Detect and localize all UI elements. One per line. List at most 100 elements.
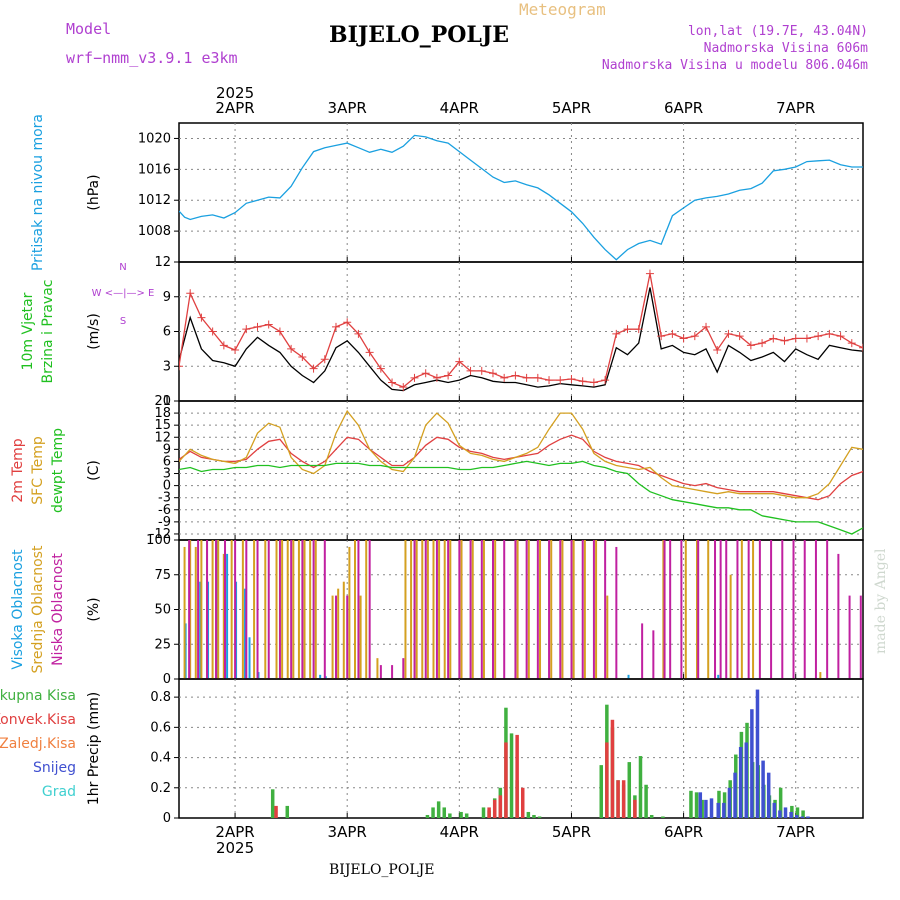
panel-side-label: Srednja Oblacnost	[30, 545, 46, 673]
bar-precip-0	[537, 816, 542, 818]
gust-marker	[298, 352, 307, 361]
gust-marker	[645, 269, 654, 278]
bar-precip-0	[795, 807, 800, 818]
bar-cloud-1	[595, 540, 598, 679]
bar-cloud-1	[482, 540, 485, 679]
bar-precip-3	[794, 814, 799, 818]
gust-marker	[354, 329, 363, 338]
bar-precip-0	[627, 762, 632, 818]
gust-marker	[802, 334, 811, 343]
gust-marker	[511, 371, 520, 380]
gust-marker	[825, 329, 834, 338]
gust-marker	[242, 325, 251, 334]
gust-marker	[466, 366, 475, 375]
gust-marker	[758, 339, 767, 348]
wind-direction-s: S	[120, 316, 126, 327]
footer-station: BIJELO_POLJE	[329, 862, 435, 878]
bar-cloud-1	[819, 672, 822, 679]
panel-cloud	[174, 539, 864, 680]
station-title: BIJELO_POLJE	[329, 22, 510, 48]
bar-precip-0	[448, 813, 452, 818]
bar-cloud-0	[627, 674, 630, 679]
bar-cloud-1	[183, 546, 186, 679]
bar-cloud-1	[438, 540, 441, 679]
y-tick-label: 100	[146, 533, 171, 548]
bottom-day-label: 3APR	[328, 823, 367, 841]
bar-precip-1	[610, 719, 615, 818]
gust-marker	[601, 376, 610, 385]
bar-cloud-2	[503, 540, 506, 679]
bar-cloud-1	[297, 540, 300, 679]
bar-cloud-2	[290, 540, 293, 679]
gust-marker	[780, 336, 789, 345]
model-name: wrf−nmm_v3.9.1 e3km	[66, 49, 238, 67]
y-unit-label: (%)	[86, 597, 102, 621]
gust-marker	[388, 378, 397, 387]
bar-cloud-1	[303, 540, 306, 679]
bar-cloud-2	[335, 595, 338, 679]
bar-cloud-1	[527, 540, 530, 679]
gust-marker	[668, 329, 677, 338]
wind-direction-n: N	[119, 262, 126, 273]
bar-precip-1	[492, 799, 497, 818]
panel-side-label: Visoka Oblacnost	[10, 549, 26, 670]
bar-cloud-2	[413, 540, 416, 679]
bar-precip-1	[498, 795, 503, 818]
gust-marker	[623, 325, 632, 334]
bar-cloud-2	[391, 665, 394, 679]
bar-cloud-1	[354, 540, 357, 679]
gust-marker	[690, 332, 699, 341]
precip-legend-label: Konvek.Kisa	[0, 712, 76, 728]
gust-marker	[197, 313, 206, 322]
watermark: made by Angel	[873, 548, 889, 655]
bar-precip-1	[515, 734, 519, 818]
gust-marker	[769, 334, 778, 343]
top-day-label: 6APR	[664, 99, 703, 117]
bar-cloud-1	[217, 540, 220, 679]
gust-marker	[320, 355, 329, 364]
y-tick-label: 12	[154, 430, 171, 445]
bar-precip-0	[661, 816, 665, 818]
gust-marker	[264, 320, 273, 329]
bottom-day-label: 4APR	[440, 823, 479, 841]
bar-precip-1	[633, 799, 637, 818]
bottom-day-label: 7APR	[776, 823, 815, 841]
bar-cloud-1	[707, 540, 710, 679]
bar-cloud-2	[604, 540, 607, 679]
y-tick-label: -12	[150, 527, 171, 542]
panel-side-label: dewpt Temp	[50, 428, 66, 513]
gust-marker	[253, 322, 262, 331]
panel-temperature	[174, 400, 864, 541]
y-tick-label: 75	[154, 568, 171, 583]
bar-cloud-1	[275, 540, 278, 679]
bar-cloud-2	[736, 540, 739, 679]
bar-cloud-1	[365, 540, 368, 679]
y-tick-label: 1012	[138, 193, 171, 208]
bar-cloud-2	[188, 540, 191, 679]
y-tick-label: -3	[158, 491, 171, 506]
bar-cloud-1	[572, 540, 575, 679]
panel-plot-area	[179, 269, 863, 392]
y-tick-label: 6	[163, 454, 171, 469]
y-tick-label: 9	[163, 290, 171, 305]
y-tick-label: 0.4	[150, 751, 171, 766]
bar-precip-0	[778, 787, 783, 818]
bar-cloud-1	[740, 540, 743, 679]
gust-marker	[219, 341, 228, 350]
gust-marker	[556, 376, 565, 385]
y-tick-label: 3	[163, 467, 171, 482]
y-tick-label: 0	[163, 811, 171, 826]
bar-precip-3	[806, 816, 810, 818]
bar-precip-1	[521, 787, 525, 818]
y-tick-label: 1008	[138, 224, 171, 239]
bar-precip-3	[772, 802, 777, 818]
model-elevation-label: Nadmorska Visina u modelu 806.046m	[601, 58, 868, 73]
bar-precip-3	[755, 689, 760, 818]
y-unit-label: (hPa)	[86, 174, 102, 210]
bar-cloud-1	[432, 540, 435, 679]
y-tick-label: 9	[163, 442, 171, 457]
bar-cloud-1	[550, 540, 553, 679]
bar-cloud-2	[323, 540, 326, 679]
bar-cloud-2	[368, 540, 371, 679]
panel-side-label: 10m Vjetar	[20, 292, 36, 370]
